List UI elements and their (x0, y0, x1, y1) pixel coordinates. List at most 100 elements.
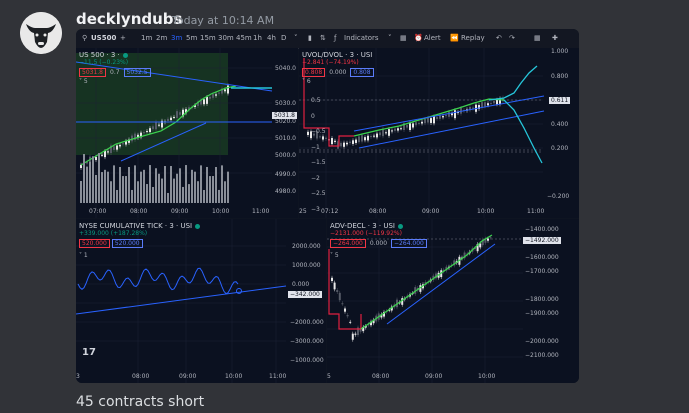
avatar[interactable] (20, 12, 62, 54)
last-value-label: −1492.000 (523, 237, 561, 244)
replay-button[interactable]: Replay (461, 34, 485, 42)
candle (400, 128, 402, 130)
x-tick: 10:00 (477, 208, 495, 215)
volume-bar (110, 181, 112, 203)
chart-screenshot-attachment[interactable]: ⚲ US500 + 1m 2m 3m 5m 15m 30m 45m 1h 4h … (76, 29, 579, 383)
candle (445, 115, 447, 117)
candle (364, 137, 366, 141)
trendline (386, 243, 496, 325)
replay-icon[interactable]: ⏪ (450, 34, 459, 42)
tradingview-logo[interactable]: 17 (82, 347, 96, 358)
legend-toggle[interactable]: ˅ 5 (79, 78, 88, 85)
bull-logo-icon (20, 12, 62, 54)
panel-us500[interactable]: US 500 · 3 · −11.5 (−0.23%) 5031.8 0.7 503… (76, 48, 298, 218)
candle (224, 89, 226, 92)
symbol-label[interactable]: US500 (91, 34, 117, 42)
interval-30m[interactable]: 30m (218, 34, 234, 42)
candle (338, 292, 341, 301)
ask-pill[interactable]: 520.000 (111, 239, 143, 248)
volume-bar (143, 169, 145, 203)
compare-icon[interactable]: ⇅ (320, 34, 326, 42)
candle (351, 333, 354, 340)
bid-pill[interactable]: 520.000 (79, 239, 110, 248)
y-tick: −1400.000 (525, 226, 559, 233)
price-change: −11.5 (−0.23%) (79, 59, 129, 66)
indicators-icon[interactable]: ƒ (334, 34, 337, 42)
volume-bar (179, 168, 181, 203)
ask-pill[interactable]: 5032.5 (123, 68, 151, 77)
panel-uvol-dvol[interactable]: UVOL/DVOL · 3 · USI −2.841 (−74.19%) 0.8… (299, 48, 579, 218)
ask-pill[interactable]: −264.000 (391, 239, 427, 248)
candle (137, 134, 139, 138)
candle (333, 282, 336, 290)
chevron-down-icon[interactable]: ˅ (388, 34, 392, 42)
plus-icon[interactable]: + (120, 34, 126, 42)
crosshair-icon[interactable]: ✚ (552, 34, 558, 42)
chevron-down-icon[interactable]: ˅ (294, 34, 298, 42)
candle (476, 244, 479, 252)
candle (427, 117, 429, 123)
spread: 0.000 (369, 240, 388, 247)
bar-style-icon[interactable]: ▮ (308, 34, 312, 42)
candle (307, 131, 309, 135)
bid-pill[interactable]: 5031.8 (79, 68, 106, 77)
candle (394, 128, 396, 131)
interval-d[interactable]: D (281, 34, 287, 42)
templates-icon[interactable]: ▦ (400, 34, 407, 42)
panel-adv-decl[interactable]: ADV-DECL · 3 · USI −2131.000 (−119.92%) … (327, 219, 579, 383)
candle (152, 126, 154, 130)
interval-45m[interactable]: 45m (236, 34, 252, 42)
candle (161, 120, 163, 128)
username[interactable]: decklyndubs (76, 10, 183, 28)
legend-toggle[interactable]: ˅ 5 (330, 252, 339, 259)
interval-1h[interactable]: 1h (253, 34, 262, 42)
candle (388, 129, 390, 136)
redo-icon[interactable]: ↷ (509, 34, 515, 42)
y-tick: −1700.000 (525, 268, 559, 275)
timestamp: Today at 10:14 AM (172, 14, 275, 27)
volume-bar (173, 178, 175, 203)
candle (185, 109, 187, 114)
candle (373, 135, 375, 137)
y-tick: 5010.0 (275, 135, 296, 142)
ask-pill[interactable]: 0.808 (350, 68, 374, 77)
bid-pill[interactable]: −264.000 (330, 239, 366, 248)
candle (448, 111, 450, 117)
bid-ask: 520.000 520.000 (79, 239, 145, 248)
candle (367, 135, 369, 141)
candle (490, 102, 492, 104)
candle (128, 139, 130, 143)
candle (383, 311, 385, 317)
candle (355, 139, 357, 143)
alert-button[interactable]: Alert (424, 34, 441, 42)
x-tick: 11:00 (527, 208, 545, 215)
interval-2m[interactable]: 2m (156, 34, 168, 42)
x-tick: 10:00 (212, 208, 230, 215)
x-tick: 07:00 (89, 208, 107, 215)
last-point-marker (236, 288, 242, 294)
interval-1m[interactable]: 1m (141, 34, 153, 42)
interval-4h[interactable]: 4h (267, 34, 276, 42)
candle (397, 128, 399, 131)
interval-3m[interactable]: 3m (171, 34, 183, 42)
symbol-search-icon[interactable]: ⚲ (82, 34, 88, 42)
candle (451, 113, 453, 116)
bid-pill[interactable]: 0.808 (302, 68, 326, 77)
y-tick: 5020.0 (275, 118, 296, 125)
price-change: +339.000 (+187.28%) (79, 230, 148, 237)
legend-toggle[interactable]: ˅ 1 (79, 252, 88, 259)
panel-nyse-tick[interactable]: NYSE CUMULATIVE TICK · 3 · USI +339.000 … (76, 219, 326, 383)
volume-bar (107, 171, 109, 203)
legend-toggle[interactable]: ˅ 6 (302, 78, 311, 85)
interval-15m[interactable]: 15m (200, 34, 216, 42)
interval-5m[interactable]: 5m (186, 34, 198, 42)
candle (158, 124, 160, 126)
volume-bar (215, 167, 217, 203)
x-tick: 09:00 (171, 208, 189, 215)
layout-icon[interactable]: ▦ (534, 34, 541, 42)
candle (313, 133, 315, 136)
undo-icon[interactable]: ↶ (496, 34, 502, 42)
alert-icon[interactable]: ⏰ (414, 34, 423, 42)
candle (122, 142, 124, 145)
indicators-button[interactable]: Indicators (344, 34, 379, 42)
